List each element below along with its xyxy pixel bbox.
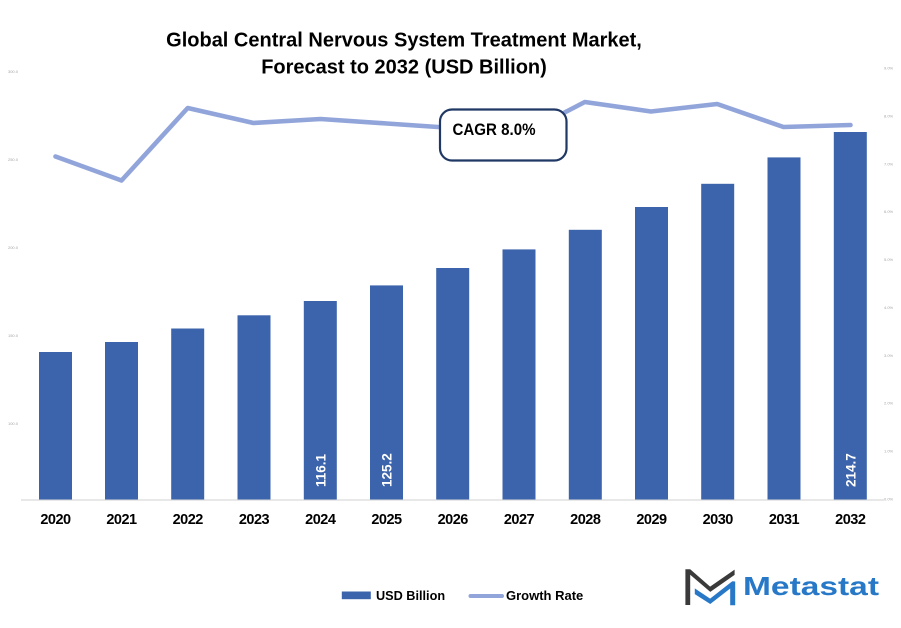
svg-text:7.0%: 7.0%: [884, 161, 894, 166]
svg-text:6.0%: 6.0%: [884, 209, 894, 214]
svg-text:2027: 2027: [504, 512, 535, 528]
svg-text:5.0%: 5.0%: [884, 257, 894, 262]
svg-text:2020: 2020: [40, 512, 71, 528]
svg-text:2.0%: 2.0%: [884, 401, 894, 406]
svg-text:250.0: 250.0: [8, 157, 19, 162]
svg-text:2025: 2025: [371, 512, 402, 528]
svg-text:2028: 2028: [570, 512, 601, 528]
svg-text:2030: 2030: [703, 512, 734, 528]
svg-text:2024: 2024: [305, 512, 336, 528]
svg-text:CAGR 8.0%: CAGR 8.0%: [453, 120, 536, 139]
svg-text:Metastat: Metastat: [743, 571, 879, 601]
svg-text:300.0: 300.0: [8, 69, 19, 74]
svg-text:150.0: 150.0: [8, 333, 19, 338]
svg-text:2021: 2021: [106, 512, 137, 528]
svg-text:0.0%: 0.0%: [884, 497, 894, 502]
svg-text:200.0: 200.0: [8, 245, 19, 250]
svg-text:2022: 2022: [173, 512, 204, 528]
svg-text:Forecast to 2032 (USD Billion): Forecast to 2032 (USD Billion): [261, 57, 547, 79]
svg-text:1.0%: 1.0%: [884, 449, 894, 454]
svg-text:9.0%: 9.0%: [884, 66, 894, 71]
svg-text:Global Central Nervous System: Global Central Nervous System Treatment …: [166, 30, 642, 52]
svg-text:USD Billion: USD Billion: [376, 589, 445, 603]
svg-text:4.0%: 4.0%: [884, 305, 894, 310]
svg-text:3.0%: 3.0%: [884, 353, 894, 358]
svg-text:2029: 2029: [636, 512, 667, 528]
svg-text:2026: 2026: [438, 512, 469, 528]
svg-text:116.1: 116.1: [313, 453, 328, 487]
svg-text:8.0%: 8.0%: [884, 113, 894, 118]
svg-text:214.7: 214.7: [843, 453, 858, 487]
svg-text:2031: 2031: [769, 512, 800, 528]
svg-text:Growth Rate: Growth Rate: [506, 588, 583, 603]
svg-text:2023: 2023: [239, 512, 270, 528]
svg-text:2032: 2032: [835, 512, 866, 528]
svg-text:125.2: 125.2: [380, 453, 395, 487]
svg-text:100.0: 100.0: [8, 421, 19, 426]
